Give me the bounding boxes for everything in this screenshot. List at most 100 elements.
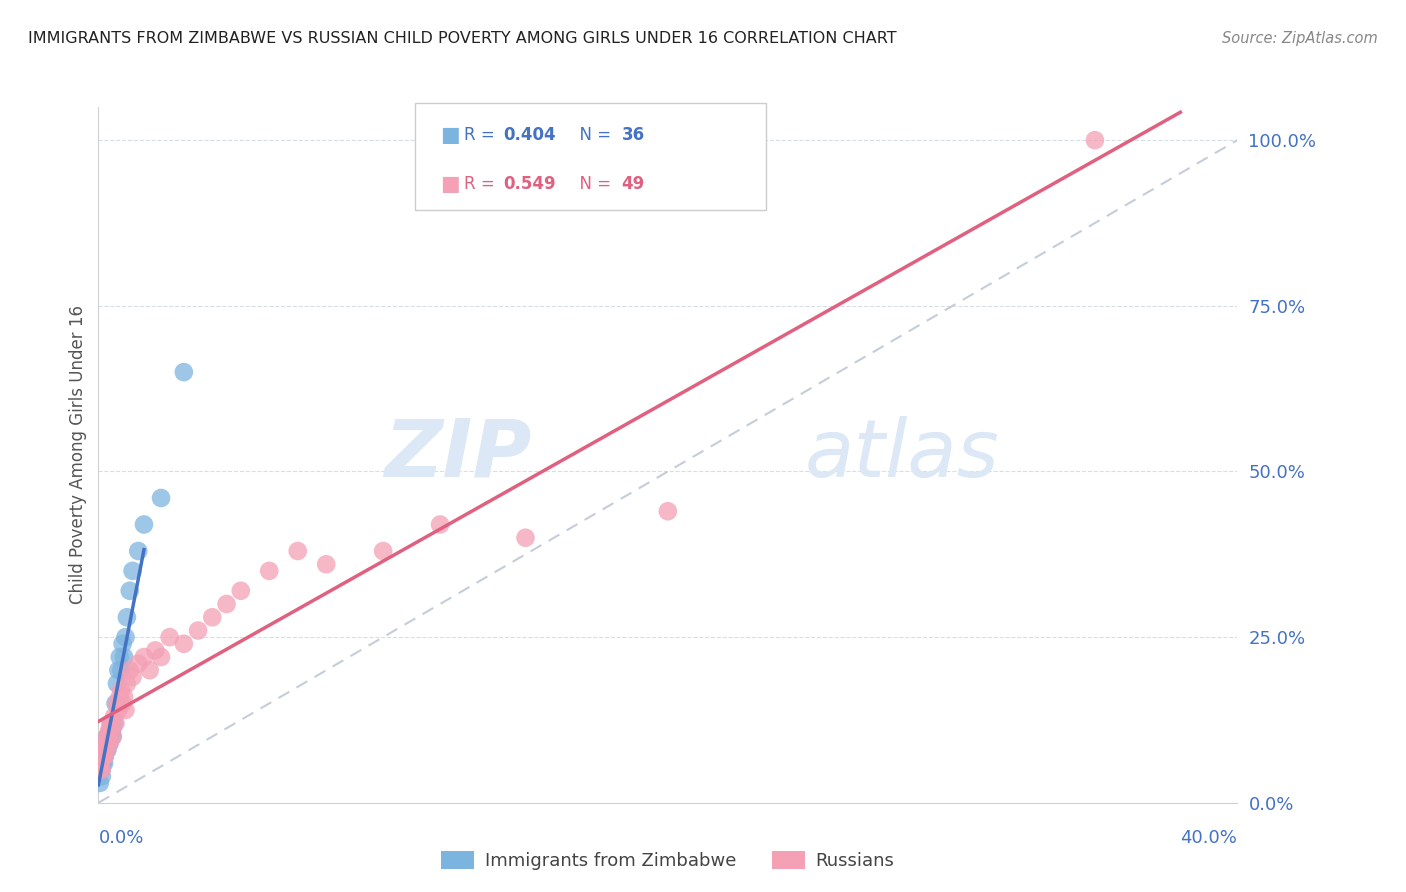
Point (89, 776, 111, 790)
Text: R =: R = (464, 126, 501, 144)
Point (159, 630, 181, 644)
Point (429, 517, 451, 532)
Point (96, 743, 118, 757)
Point (104, 716, 127, 731)
Point (104, 697, 127, 711)
Point (96, 730, 118, 744)
Point (105, 676, 128, 690)
Text: 49: 49 (621, 175, 645, 193)
Point (93, 756, 115, 770)
Point (100, 723, 122, 737)
Point (98, 730, 121, 744)
Point (121, 670, 143, 684)
Point (103, 716, 125, 731)
Text: 36: 36 (621, 126, 644, 144)
Point (173, 637, 195, 651)
Point (118, 583, 141, 598)
Point (229, 583, 252, 598)
Text: IMMIGRANTS FROM ZIMBABWE VS RUSSIAN CHILD POVERTY AMONG GIRLS UNDER 16 CORRELATI: IMMIGRANTS FROM ZIMBABWE VS RUSSIAN CHIL… (28, 31, 897, 46)
Text: ■: ■ (440, 174, 460, 194)
Text: 0.0%: 0.0% (98, 830, 143, 847)
Point (259, 564, 281, 578)
Point (93, 749, 115, 764)
Point (115, 610, 138, 624)
Text: Source: ZipAtlas.com: Source: ZipAtlas.com (1222, 31, 1378, 46)
Point (97, 730, 120, 744)
Point (91, 756, 114, 770)
Point (315, 558, 337, 572)
Point (112, 690, 135, 704)
Point (96, 736, 118, 750)
Point (90, 756, 112, 770)
Point (96, 730, 118, 744)
Point (114, 630, 136, 644)
Point (96, 743, 118, 757)
Point (1084, 133, 1107, 147)
Point (101, 723, 124, 737)
Point (138, 663, 160, 677)
Point (96, 736, 118, 750)
Point (90, 769, 112, 783)
Point (90, 763, 112, 777)
Point (515, 531, 537, 545)
Point (127, 544, 149, 558)
Point (187, 624, 209, 638)
Point (90, 763, 112, 777)
Y-axis label: Child Poverty Among Girls Under 16: Child Poverty Among Girls Under 16 (69, 305, 87, 605)
Point (93, 743, 115, 757)
Text: ■: ■ (440, 125, 460, 145)
Point (100, 716, 122, 731)
Text: 0.404: 0.404 (503, 126, 555, 144)
Point (657, 504, 679, 518)
Point (107, 663, 129, 677)
Legend: Immigrants from Zimbabwe, Russians: Immigrants from Zimbabwe, Russians (434, 844, 901, 877)
Point (110, 683, 132, 698)
Point (101, 730, 124, 744)
Point (93, 743, 115, 757)
Point (100, 716, 122, 731)
Point (114, 703, 136, 717)
Point (93, 749, 115, 764)
Point (132, 650, 155, 665)
Point (132, 517, 155, 532)
Point (111, 697, 134, 711)
Point (103, 709, 125, 723)
Point (90, 749, 112, 764)
Point (108, 690, 131, 704)
Point (121, 564, 143, 578)
Point (115, 676, 138, 690)
Point (371, 544, 394, 558)
Point (105, 697, 128, 711)
Point (90, 763, 112, 777)
Point (150, 491, 173, 505)
Point (93, 749, 115, 764)
Point (287, 544, 309, 558)
Point (112, 650, 135, 665)
Point (91, 743, 114, 757)
Text: 40.0%: 40.0% (1181, 830, 1237, 847)
Point (127, 657, 149, 671)
Text: 0.549: 0.549 (503, 175, 555, 193)
Point (111, 637, 134, 651)
Point (150, 650, 173, 665)
Point (215, 597, 238, 611)
Point (101, 730, 124, 744)
Point (94, 736, 117, 750)
Point (100, 723, 122, 737)
Point (118, 663, 141, 677)
Point (98, 723, 121, 737)
Text: atlas: atlas (804, 416, 1000, 494)
Text: N =: N = (569, 126, 617, 144)
Point (98, 736, 121, 750)
Text: R =: R = (464, 175, 501, 193)
Point (93, 749, 115, 764)
Point (201, 610, 224, 624)
Point (108, 650, 131, 665)
Point (94, 743, 117, 757)
Point (107, 703, 129, 717)
Point (98, 736, 121, 750)
Point (97, 730, 120, 744)
Text: ZIP: ZIP (384, 416, 531, 494)
Point (89, 763, 111, 777)
Point (145, 643, 167, 657)
